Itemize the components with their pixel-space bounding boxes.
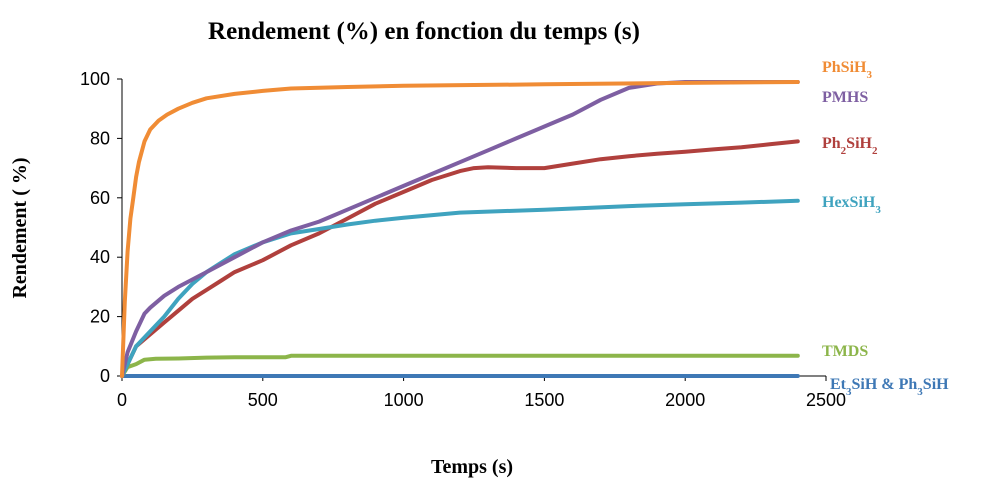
series-line-pmhs bbox=[122, 82, 798, 376]
x-tick-label: 1000 bbox=[384, 390, 424, 410]
series-label-ph2sih2: Ph2SiH2 bbox=[822, 135, 878, 157]
plot-area: 0 20 40 60 80 100 0 500 1000 1500 2000 2500 PhSiH3… bbox=[80, 59, 949, 410]
series-label-et3sih-ph3sih: Et3SiH & Ph3SiH bbox=[830, 376, 949, 398]
series-lines bbox=[122, 82, 798, 376]
series-line-phsih3 bbox=[122, 82, 798, 376]
y-tick-label: 80 bbox=[90, 128, 110, 148]
x-tick-label: 2500 bbox=[806, 390, 846, 410]
series-line-hexsih3 bbox=[122, 201, 798, 376]
series-label-tmds: TMDS bbox=[822, 343, 868, 360]
x-tick-label: 1500 bbox=[524, 390, 564, 410]
x-tick-label: 500 bbox=[248, 390, 278, 410]
series-label-pmhs: PMHS bbox=[822, 89, 868, 106]
series-label-hexsih3: HexSiH3 bbox=[822, 194, 881, 216]
series-label-phsih3: PhSiH3 bbox=[822, 59, 872, 81]
x-tick-label: 2000 bbox=[665, 390, 705, 410]
x-axis-title: Temps (s) bbox=[431, 456, 513, 478]
x-axis-ticks: 0 500 1000 1500 2000 2500 bbox=[117, 376, 846, 410]
series-line-tmds bbox=[122, 356, 798, 376]
y-axis-ticks: 0 20 40 60 80 100 bbox=[80, 69, 122, 386]
series-line-ph2sih2 bbox=[122, 141, 798, 376]
series-labels: PhSiH3 PMHS Ph2SiH2 HexSiH3 TMDS Et3SiH & Ph3… bbox=[822, 59, 949, 398]
y-tick-label: 100 bbox=[80, 69, 110, 89]
y-tick-label: 0 bbox=[100, 366, 110, 386]
y-tick-label: 40 bbox=[90, 247, 110, 267]
y-axis-title: Rendement ( %) bbox=[9, 157, 31, 298]
chart-title: Rendement (%) en fonction du temps (s) bbox=[208, 18, 640, 45]
y-tick-label: 60 bbox=[90, 188, 110, 208]
y-tick-label: 20 bbox=[90, 307, 110, 327]
x-tick-label: 0 bbox=[117, 390, 127, 410]
